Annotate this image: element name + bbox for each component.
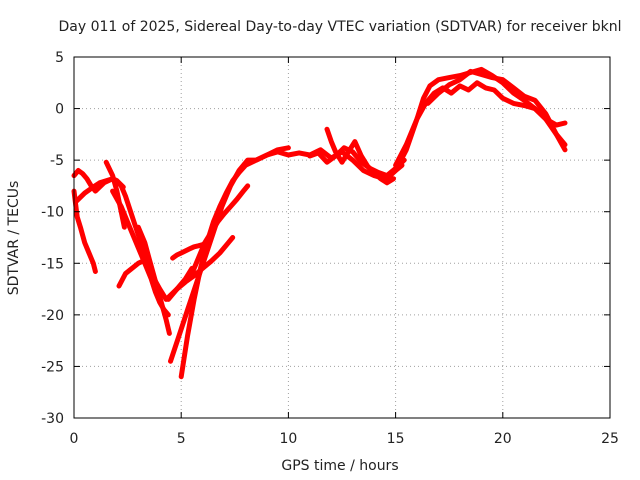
y-tick-label: 5 [55,50,64,66]
series-arc-1 [71,188,98,274]
series-arc-5 [116,258,146,289]
x-tick-label: 20 [494,431,512,447]
plot-frame [73,56,611,419]
x-tick-labels: 0 5 10 15 20 25 [70,431,619,447]
series-arc-4 [103,159,127,230]
y-tick-label: -5 [50,153,64,169]
y-tick-label: -25 [41,359,64,375]
grid [74,57,610,418]
axis-ticks [73,56,611,419]
x-tick-label: 25 [601,431,619,447]
x-axis-label: GPS time / hours [281,458,398,474]
x-tick-label: 5 [177,431,186,447]
y-tick-label: -20 [41,308,64,324]
series-arc-13 [324,126,396,186]
chart-title: Day 011 of 2025, Sidereal Day-to-day VTE… [59,19,622,35]
x-tick-label: 0 [70,431,79,447]
x-tick-label: 15 [387,431,405,447]
y-tick-labels: -30 -25 -20 -15 -10 -5 0 5 [41,50,64,427]
y-tick-label: -15 [41,256,64,272]
series-arc-17 [425,68,568,148]
series-arc-7 [135,224,172,336]
data-series [71,66,568,380]
series-arc-12 [189,183,251,277]
y-tick-label: -10 [41,205,64,221]
y-tick-label: 0 [55,102,64,118]
x-tick-label: 10 [279,431,297,447]
series-arc-16 [393,80,568,168]
y-tick-label: -30 [41,411,64,427]
series-arc-11 [178,145,291,380]
y-axis-label: SDTVAR / TECUs [6,181,22,296]
